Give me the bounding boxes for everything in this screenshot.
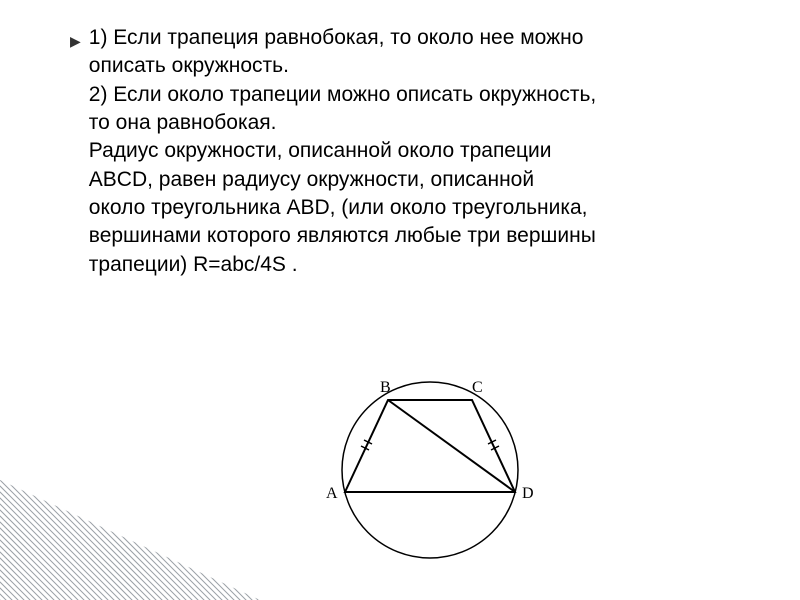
text-line-2: описать окружность. xyxy=(89,54,289,77)
svg-text:B: B xyxy=(380,379,391,396)
geometry-figure: A B C D xyxy=(290,370,570,580)
text-block: ▶ 1) Если трапеция равнобокая, то около … xyxy=(70,24,760,279)
slide-container: ▶ 1) Если трапеция равнобокая, то около … xyxy=(0,0,800,600)
text-line-5: Радиус окружности, описанной около трапе… xyxy=(89,139,552,162)
corner-svg xyxy=(0,480,260,600)
svg-text:A: A xyxy=(326,485,338,502)
bullet-row: ▶ 1) Если трапеция равнобокая, то около … xyxy=(70,24,760,279)
svg-text:D: D xyxy=(522,485,534,502)
corner-decoration xyxy=(0,480,260,600)
figure-svg: A B C D xyxy=(290,370,570,580)
text-line-9: трапеции) R=abc/4S . xyxy=(89,253,298,276)
text-line-7: около треугольника АBD, (или около треуг… xyxy=(89,196,588,219)
bullet-icon: ▶ xyxy=(70,26,81,56)
text-line-4: то она равнобокая. xyxy=(89,111,277,134)
text-line-6: ABCD, равен радиусу окружности, описанно… xyxy=(89,168,534,191)
text-line-1: 1) Если трапеция равнобокая, то около не… xyxy=(89,26,584,49)
text-line-3: 2) Если около трапеции можно описать окр… xyxy=(89,83,596,106)
body-text: 1) Если трапеция равнобокая, то около не… xyxy=(89,24,596,279)
svg-text:C: C xyxy=(472,379,483,396)
text-line-8: вершинами которого являются любые три ве… xyxy=(89,224,596,247)
